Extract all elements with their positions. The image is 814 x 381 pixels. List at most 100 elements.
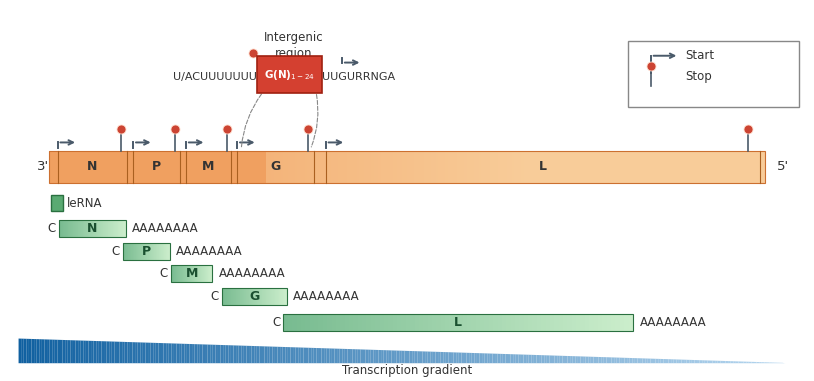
Bar — [100, 220, 101, 237]
Polygon shape — [604, 357, 606, 363]
Polygon shape — [58, 340, 60, 363]
Polygon shape — [368, 350, 370, 363]
Polygon shape — [501, 354, 503, 363]
Bar — [431, 150, 433, 183]
Polygon shape — [438, 352, 440, 363]
Polygon shape — [541, 355, 545, 363]
Bar — [435, 150, 438, 183]
Polygon shape — [681, 360, 684, 363]
Bar — [157, 150, 159, 183]
Bar — [164, 150, 166, 183]
Bar — [61, 220, 62, 237]
Bar — [50, 150, 764, 183]
Bar — [631, 150, 633, 183]
Polygon shape — [182, 344, 184, 363]
Bar — [476, 150, 479, 183]
Polygon shape — [313, 348, 317, 363]
Polygon shape — [440, 352, 444, 363]
Bar — [261, 150, 264, 183]
Bar — [197, 150, 199, 183]
Bar — [108, 220, 109, 237]
Polygon shape — [676, 359, 679, 363]
Bar — [445, 150, 448, 183]
Bar — [475, 314, 480, 331]
Bar — [78, 220, 79, 237]
Text: N: N — [87, 160, 98, 173]
Polygon shape — [627, 358, 630, 363]
Polygon shape — [427, 352, 431, 363]
Bar — [715, 150, 717, 183]
Polygon shape — [611, 357, 614, 363]
Polygon shape — [466, 353, 469, 363]
Bar — [195, 150, 197, 183]
Bar — [66, 220, 67, 237]
Polygon shape — [332, 349, 335, 363]
Polygon shape — [143, 343, 146, 363]
Bar — [619, 314, 624, 331]
Bar — [559, 150, 562, 183]
Polygon shape — [355, 349, 358, 363]
Polygon shape — [539, 355, 541, 363]
Polygon shape — [580, 356, 583, 363]
Bar — [340, 150, 343, 183]
Bar — [89, 220, 90, 237]
Bar — [295, 150, 297, 183]
Bar — [598, 314, 602, 331]
Bar — [74, 220, 75, 237]
Bar — [60, 220, 61, 237]
Bar — [77, 220, 78, 237]
Polygon shape — [342, 349, 345, 363]
Polygon shape — [707, 360, 710, 363]
Polygon shape — [47, 339, 50, 363]
Bar — [62, 220, 63, 237]
Bar — [291, 150, 292, 183]
Bar — [309, 150, 312, 183]
Polygon shape — [591, 357, 593, 363]
Polygon shape — [451, 352, 453, 363]
Polygon shape — [151, 343, 153, 363]
Polygon shape — [138, 343, 140, 363]
Polygon shape — [503, 354, 505, 363]
Polygon shape — [596, 357, 598, 363]
Bar — [486, 150, 488, 183]
Polygon shape — [282, 347, 285, 363]
Polygon shape — [159, 343, 161, 363]
Polygon shape — [122, 342, 125, 363]
Bar — [124, 220, 125, 237]
Polygon shape — [241, 346, 244, 363]
Bar — [693, 150, 695, 183]
Polygon shape — [140, 343, 143, 363]
Bar — [590, 150, 593, 183]
Polygon shape — [420, 351, 422, 363]
Polygon shape — [640, 358, 642, 363]
Polygon shape — [112, 341, 115, 363]
Bar — [391, 150, 392, 183]
Bar — [455, 150, 457, 183]
Bar — [540, 150, 543, 183]
Polygon shape — [32, 339, 34, 363]
Polygon shape — [593, 357, 596, 363]
Polygon shape — [562, 356, 565, 363]
Bar — [710, 150, 712, 183]
Bar — [506, 314, 510, 331]
Polygon shape — [554, 355, 558, 363]
Bar — [99, 150, 102, 183]
Bar — [113, 220, 114, 237]
Polygon shape — [472, 353, 475, 363]
Polygon shape — [549, 355, 552, 363]
Polygon shape — [65, 340, 68, 363]
Bar — [84, 220, 85, 237]
Polygon shape — [317, 348, 319, 363]
Polygon shape — [37, 339, 39, 363]
Polygon shape — [475, 353, 477, 363]
Bar — [147, 150, 150, 183]
Bar — [348, 150, 350, 183]
Bar — [471, 150, 474, 183]
Bar — [717, 150, 720, 183]
Bar — [607, 150, 610, 183]
Bar — [379, 314, 384, 331]
Bar — [326, 150, 328, 183]
Polygon shape — [335, 349, 337, 363]
Polygon shape — [262, 346, 265, 363]
Polygon shape — [529, 355, 532, 363]
